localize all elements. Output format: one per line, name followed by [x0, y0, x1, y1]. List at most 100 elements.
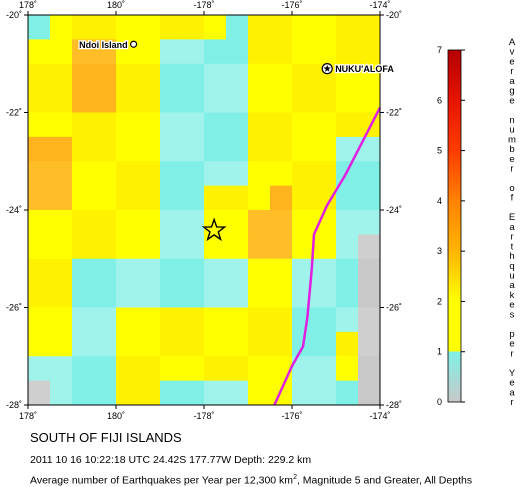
grid-cell — [204, 307, 227, 333]
grid-cell — [226, 63, 249, 89]
grid-cell — [50, 380, 73, 406]
grid-cell — [116, 307, 139, 333]
grid-cell — [28, 88, 51, 113]
grid-cell — [248, 185, 271, 211]
grid-cell — [94, 136, 117, 162]
grid-cell — [292, 88, 315, 113]
grid-cell — [116, 356, 139, 382]
grid-cell — [314, 380, 337, 406]
grid-cell — [248, 136, 271, 162]
grid-cell — [28, 380, 51, 406]
grid-cell — [358, 307, 381, 333]
colorbar-title-char: r — [510, 164, 513, 175]
grid-cell — [138, 88, 161, 113]
grid-cell — [138, 380, 161, 406]
grid-cell — [72, 234, 95, 260]
grid-cell — [248, 356, 271, 382]
grid-cell — [204, 88, 227, 113]
grid-cell — [72, 380, 95, 406]
grid-cell — [292, 185, 315, 211]
grid-cell — [314, 356, 337, 382]
grid-cell — [72, 210, 95, 235]
grid-cell — [248, 380, 271, 406]
grid-cell — [160, 234, 183, 260]
grid-cell — [336, 234, 359, 260]
grid-cell — [160, 88, 183, 113]
epicenter-star-icon — [201, 217, 227, 242]
colorbar-tick-label: 7 — [437, 45, 442, 55]
grid-cell — [138, 136, 161, 162]
grid-cell — [72, 185, 95, 211]
colorbar-title-char: k — [510, 290, 515, 301]
colorbar-title-char: t — [511, 241, 514, 252]
colorbar-title-char: b — [509, 144, 514, 155]
description-superscript: 2 — [293, 474, 297, 481]
grid-cell — [314, 307, 337, 333]
colorbar-title-char: h — [509, 251, 514, 262]
colorbar-tick-label: 0 — [437, 397, 442, 407]
grid-cell — [226, 234, 249, 260]
grid-cell — [116, 112, 139, 138]
grid-cell — [314, 185, 337, 211]
description-text: Average number of Earthquakes per Year p… — [30, 474, 294, 487]
colorbar-title-char: e — [509, 378, 514, 389]
x-tick-label: -174˚ — [369, 0, 390, 10]
grid-cell — [160, 210, 183, 235]
grid-cell — [72, 112, 95, 138]
colorbar-tick-label: 2 — [437, 296, 442, 306]
grid-cell — [182, 112, 205, 138]
colorbar-title-char: e — [509, 154, 514, 165]
grid-cell — [204, 331, 227, 357]
grid-cell — [50, 307, 73, 333]
place-label: Ndoi Island — [79, 40, 128, 50]
grid-cell — [28, 234, 51, 260]
grid-cell — [116, 234, 139, 260]
grid-cell — [50, 15, 73, 40]
grid-cell — [314, 258, 337, 284]
grid-cell — [138, 15, 161, 40]
grid-cell — [94, 112, 117, 138]
grid-cell — [204, 258, 227, 284]
grid-cell — [270, 161, 293, 187]
colorbar-gradient — [447, 49, 462, 403]
grid-cell — [226, 136, 249, 162]
grid-cell — [270, 15, 293, 40]
grid-cell — [204, 15, 227, 40]
grid-cell — [226, 88, 249, 113]
grid-cell — [358, 258, 381, 284]
grid-cell — [50, 356, 73, 382]
grid-cell — [160, 39, 183, 65]
region-name: SOUTH OF FIJI ISLANDS — [30, 430, 182, 445]
grid-cell — [138, 356, 161, 382]
grid-cell — [292, 15, 315, 40]
grid-cell — [116, 88, 139, 113]
y-tick-label: -26˚ — [386, 303, 402, 313]
grid-cell — [358, 112, 381, 138]
grid-cell — [292, 234, 315, 260]
grid-cell — [292, 210, 315, 235]
grid-cell — [138, 234, 161, 260]
y-tick-label: -22˚ — [386, 108, 402, 118]
y-tick-label: -20˚ — [6, 10, 22, 20]
grid-cell — [94, 258, 117, 284]
grid-cell — [160, 283, 183, 308]
colorbar-tick-label: 4 — [437, 196, 442, 206]
grid-cell — [160, 356, 183, 382]
colorbar-tick-label: 5 — [437, 146, 442, 156]
grid-cell — [270, 331, 293, 357]
capital-star-icon — [323, 64, 331, 72]
grid-cell — [270, 185, 293, 211]
grid-cell — [182, 88, 205, 113]
grid-cell — [248, 307, 271, 333]
grid-cell — [270, 258, 293, 284]
grid-cell — [72, 356, 95, 382]
grid-cell — [182, 380, 205, 406]
colorbar-title-char: p — [509, 329, 514, 340]
grid-cell — [28, 356, 51, 382]
grid-cell — [292, 356, 315, 382]
grid-cell — [72, 15, 95, 40]
grid-cell — [94, 63, 117, 89]
grid-cell — [314, 15, 337, 40]
colorbar-title-char: n — [509, 115, 514, 126]
grid-cell — [50, 283, 73, 308]
